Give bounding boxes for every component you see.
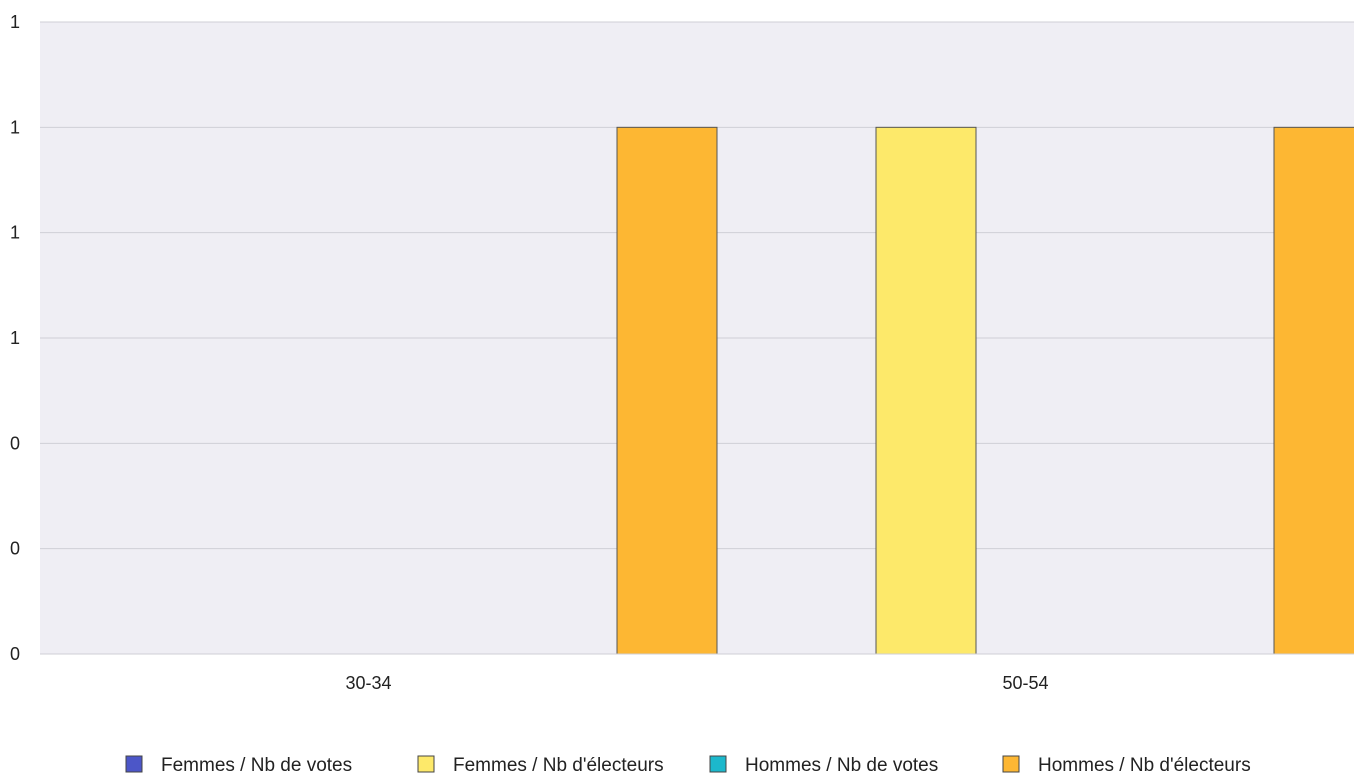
bar	[875, 126, 977, 655]
x-axis-tick-labels: 30-34 50-54	[345, 673, 1048, 693]
y-tick-label: 1	[10, 117, 20, 137]
bars	[616, 126, 1354, 655]
x-tick-label: 50-54	[1002, 673, 1048, 693]
y-tick-label: 0	[10, 539, 20, 559]
y-tick-label: 0	[10, 433, 20, 453]
y-tick-label: 1	[10, 12, 20, 32]
y-axis-tick-labels: 0 0 0 1 1 1 1	[10, 12, 20, 664]
x-tick-label: 30-34	[345, 673, 391, 693]
legend-swatch	[125, 755, 143, 773]
legend-swatch	[1002, 755, 1020, 773]
legend-item: Hommes / Nb de votes	[709, 755, 938, 776]
y-tick-label: 1	[10, 328, 20, 348]
legend-item: Hommes / Nb d'électeurs	[1002, 755, 1251, 776]
legend-label: Femmes / Nb de votes	[161, 755, 352, 776]
legend-label: Femmes / Nb d'électeurs	[453, 755, 664, 776]
legend: Femmes / Nb de votes Femmes / Nb d'électe…	[125, 755, 1251, 776]
y-tick-label: 1	[10, 223, 20, 243]
y-tick-label: 0	[10, 644, 20, 664]
legend-label: Hommes / Nb d'électeurs	[1038, 755, 1251, 776]
bar	[1273, 126, 1354, 655]
legend-item: Femmes / Nb de votes	[125, 755, 352, 776]
legend-label: Hommes / Nb de votes	[745, 755, 938, 776]
legend-swatch	[709, 755, 727, 773]
bar	[616, 126, 718, 655]
legend-item: Femmes / Nb d'électeurs	[417, 755, 664, 776]
legend-swatch	[417, 755, 435, 773]
